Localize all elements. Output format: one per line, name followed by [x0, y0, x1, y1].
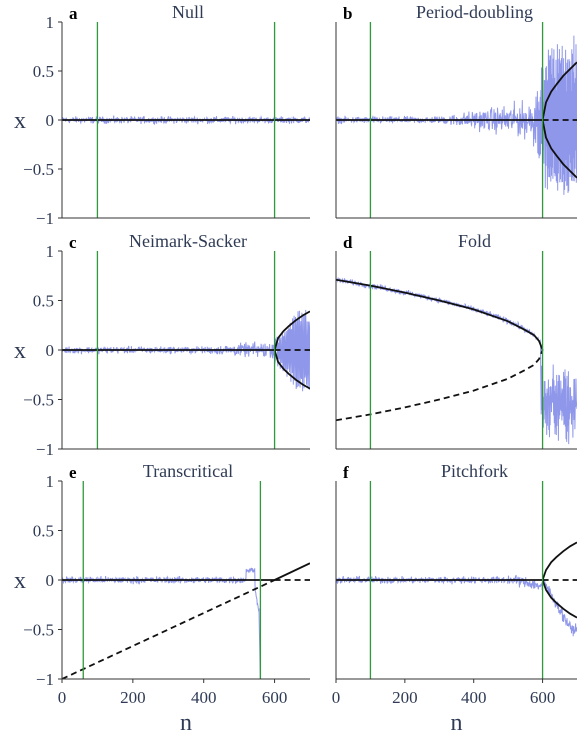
x-tick-label: 600 — [530, 688, 556, 707]
y-axis-label: x — [14, 338, 26, 364]
x-tick-label: 0 — [332, 688, 341, 707]
noise-trace — [336, 277, 577, 445]
curve-stable-line — [274, 562, 310, 581]
panel-title: Neimark-Sacker — [129, 231, 247, 251]
plot-area — [62, 562, 310, 679]
plot-area — [62, 309, 310, 392]
y-tick-label: −0.5 — [23, 391, 54, 410]
curve-upper-branch — [273, 310, 310, 351]
panel-title: Pitchfork — [441, 461, 508, 481]
x-tick-label: 200 — [392, 688, 418, 707]
curve-lower-branch — [541, 579, 577, 619]
y-tick-label: −1 — [36, 670, 54, 689]
y-tick-label: 0 — [46, 111, 55, 130]
x-tick-label: 0 — [58, 688, 67, 707]
noise-trace — [62, 567, 261, 679]
x-tick-label: 600 — [262, 688, 288, 707]
y-tick-label: −1 — [36, 209, 54, 228]
x-tick-label: 400 — [461, 688, 487, 707]
plot-area — [336, 35, 577, 195]
x-axis-label: n — [180, 710, 192, 736]
y-tick-label: −1 — [36, 440, 54, 459]
x-axis-label: n — [451, 710, 463, 736]
y-tick-label: 1 — [46, 472, 55, 491]
panel-title: Transcritical — [143, 461, 233, 481]
y-tick-label: 0.5 — [33, 62, 54, 81]
curve-lower-branch — [273, 349, 310, 390]
panel-b: Period-doubling b — [335, 2, 577, 219]
y-axis-label: x — [14, 568, 26, 594]
panel-title: Fold — [458, 231, 491, 251]
panel-letter: c — [69, 233, 77, 252]
curve-upper-branch — [541, 61, 577, 121]
noise-trace — [336, 35, 577, 195]
curve-unstable — [336, 349, 544, 422]
x-tick-label: 400 — [191, 688, 217, 707]
plot-area — [62, 115, 310, 125]
panel-f: 0 200 400 600 n Pitchfork f — [332, 461, 577, 736]
y-tick-label: −0.5 — [23, 621, 54, 640]
panel-letter: a — [69, 4, 78, 23]
panel-d: Fold d — [335, 231, 577, 450]
y-axis-label: x — [14, 108, 26, 134]
y-tick-label: 0.5 — [33, 522, 54, 541]
plot-area — [336, 541, 577, 637]
plot-area — [336, 277, 577, 445]
panel-title: Period-doubling — [416, 2, 533, 22]
y-tick-label: 1 — [46, 13, 55, 32]
panel-letter: b — [343, 4, 352, 23]
panel-letter: e — [69, 463, 77, 482]
y-tick-label: 1 — [46, 242, 55, 261]
noise-trace — [336, 574, 577, 637]
curve-upper-branch — [541, 541, 577, 581]
y-tick-label: 0 — [46, 341, 55, 360]
curve-stable — [336, 278, 544, 351]
noise-trace — [62, 115, 310, 125]
x-tick-label: 200 — [120, 688, 146, 707]
y-tick-label: 0.5 — [33, 292, 54, 311]
panel-letter: d — [343, 233, 353, 252]
panel-c: 1 0.5 0 −0.5 −1 x Neimark-Sacker c — [14, 231, 310, 459]
panel-letter: f — [343, 463, 349, 482]
y-tick-label: 0 — [46, 571, 55, 590]
panel-a: 1 0.5 0 −0.5 −1 x Null a — [14, 2, 310, 228]
curve-unstable-line — [62, 579, 275, 679]
y-tick-label: −0.5 — [23, 160, 54, 179]
panel-title: Null — [172, 2, 204, 22]
curve-lower-branch — [541, 119, 577, 179]
